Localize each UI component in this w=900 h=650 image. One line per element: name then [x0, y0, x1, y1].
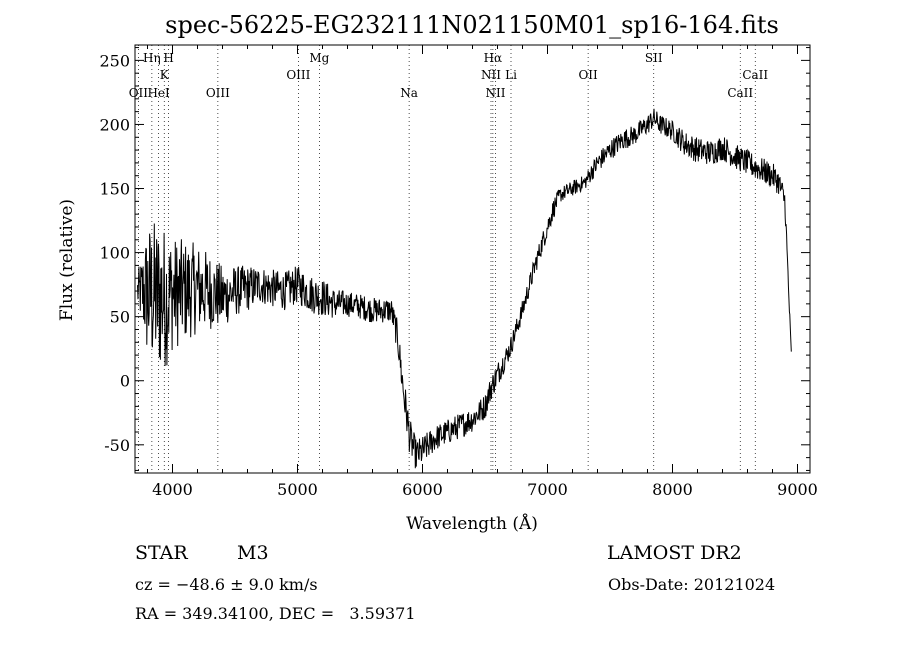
- y-tick-label: 250: [99, 51, 130, 70]
- x-tick-label: 7000: [527, 480, 568, 499]
- spectral-line-label: OII: [129, 86, 149, 100]
- object-subclass: M3: [237, 542, 269, 564]
- spectral-line-label: Hα: [484, 51, 503, 65]
- spectral-line-label: CaII: [742, 68, 768, 82]
- spectral-line-label: NII: [486, 86, 506, 100]
- spectral-line-label: K: [160, 68, 170, 82]
- survey-name: LAMOST DR2: [607, 542, 742, 564]
- y-tick-label: 100: [99, 244, 130, 263]
- y-axis-label: Flux (relative): [57, 199, 77, 321]
- axis-ticks: 4000 5000 6000 7000 8000 9000 -50 0 50 100 150 200 2…: [99, 45, 818, 499]
- spectral-line-label: Mg: [309, 51, 329, 65]
- x-axis-label: Wavelength (Å): [406, 513, 538, 534]
- coordinates-readout: RA = 349.34100, DEC = 3.59371: [135, 604, 416, 623]
- x-tick-label: 9000: [777, 480, 818, 499]
- redshift-readout: cz = −48.6 ± 9.0 km/s: [135, 575, 318, 594]
- observation-date: Obs-Date: 20121024: [608, 575, 776, 594]
- y-tick-label: 150: [99, 180, 130, 199]
- spectral-line-label: Hη: [143, 51, 161, 65]
- spectrum-line: [137, 108, 792, 469]
- x-tick-label: 5000: [277, 480, 318, 499]
- spectral-line-markers: OII Hη HeI KH OIII OIII Mg Na Hα NII NII Li OII SII Ca…: [129, 45, 768, 473]
- y-tick-label: -50: [104, 436, 130, 455]
- x-tick-label: 8000: [652, 480, 693, 499]
- plot-frame: [134, 44, 811, 474]
- y-tick-label: 50: [110, 308, 130, 327]
- spectral-line-label: OIII: [206, 86, 230, 100]
- object-class: STAR: [135, 542, 188, 564]
- spectral-line-label: NII: [481, 68, 501, 82]
- y-tick-label: 200: [99, 115, 130, 134]
- chart-title: spec-56225-EG232111N021150M01_sp16-164.f…: [165, 11, 779, 39]
- x-tick-label: 4000: [152, 480, 193, 499]
- y-tick-label: 0: [120, 372, 130, 391]
- spectral-line-label: OII: [578, 68, 598, 82]
- spectral-line-label: OIII: [286, 68, 310, 82]
- spectral-line-label: Li: [505, 68, 517, 82]
- x-tick-label: 6000: [402, 480, 443, 499]
- spectral-line-label: Na: [400, 86, 418, 100]
- spectral-line-label: HeI: [147, 86, 170, 100]
- spectral-line-label: H: [163, 51, 173, 65]
- spectral-line-label: SII: [645, 51, 663, 65]
- spectral-line-label: CaII: [727, 86, 753, 100]
